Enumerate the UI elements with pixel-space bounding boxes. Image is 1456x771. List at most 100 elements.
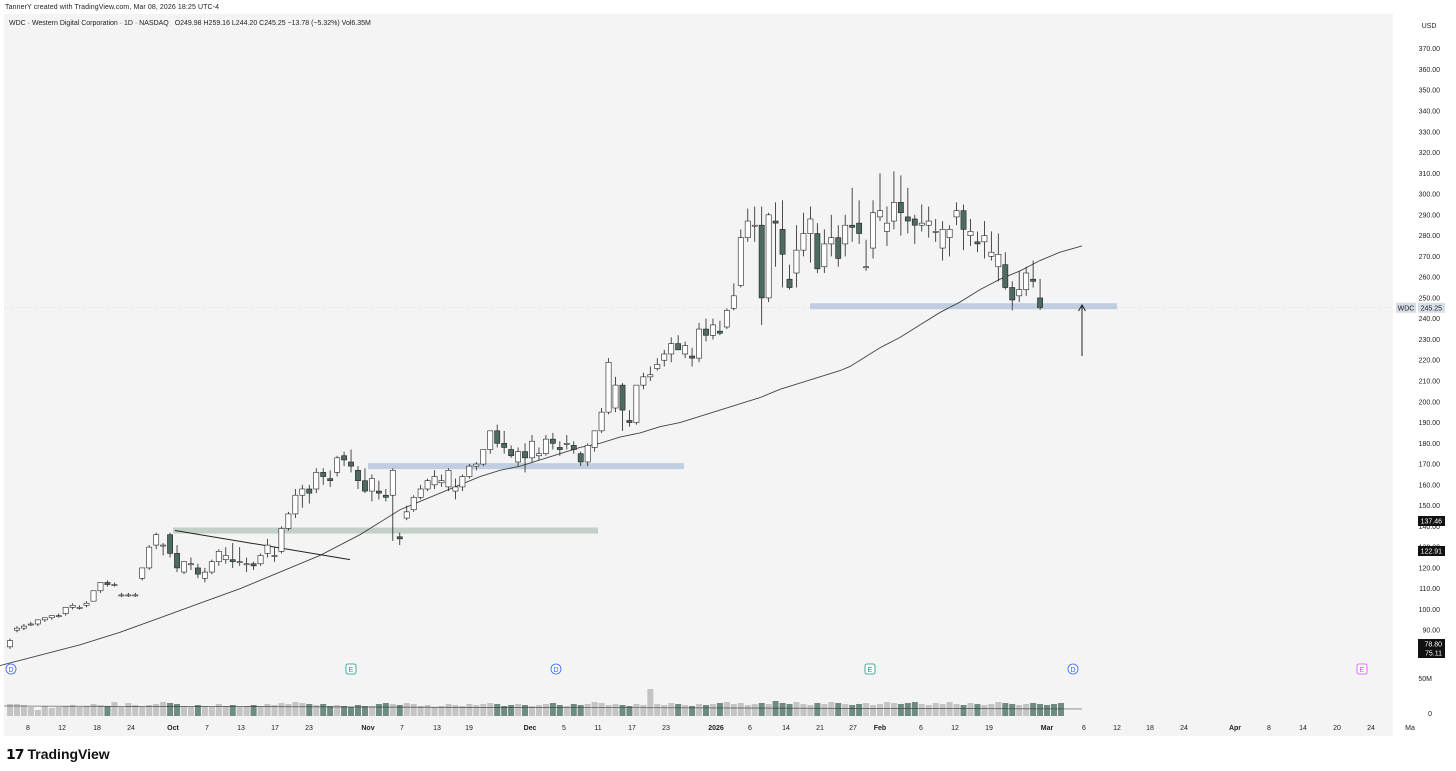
candle-body [849,224,856,228]
candle [417,484,424,500]
volume-bar [396,705,403,716]
candle-body [856,222,863,234]
candle [821,229,828,273]
event-label: E [1360,667,1365,674]
candle [591,430,598,452]
candle-body [723,310,730,328]
volume-bar [723,702,730,716]
candle-body [543,438,549,454]
volume-bar [849,705,856,716]
dividend-badge [5,663,17,675]
price-tag [1418,648,1445,658]
volume-bar [765,704,772,716]
x-tick-label: 6 [748,725,752,732]
currency-label: USD [1422,23,1437,30]
candle [160,542,167,556]
candle [793,225,800,288]
candle [640,372,647,390]
volume-bar [7,704,13,716]
volume-bar [187,707,194,716]
candle [174,545,180,573]
support-zone [173,527,598,534]
y-tick-label: 120.00 [1419,565,1441,572]
candle [487,430,494,454]
candle-body [807,218,814,234]
x-tick-label: 24 [1367,725,1375,732]
candle [884,206,890,246]
candle-body [195,567,201,575]
candle-body [598,411,605,432]
price-tag [1418,639,1445,649]
volume-bar [647,689,654,716]
candle-body [90,590,97,602]
volume-bar [584,704,591,716]
volume-bar [772,701,779,716]
volume-bar [974,704,981,716]
candle-body [814,233,821,270]
candle [549,432,556,450]
candle-body [111,584,118,586]
candle [842,214,849,257]
candle-body [932,231,939,233]
candle [730,283,737,311]
x-tick-label: Apr [1229,725,1241,732]
volume-bar [341,706,348,716]
volume-bar [793,702,800,716]
volume-bar [104,706,111,716]
volume-bar [605,705,612,716]
candle-body [153,534,160,546]
tradingview-logo[interactable]: 𝟭𝟳 TradingView [6,745,110,763]
volume-bar [160,702,167,716]
candle-body [661,353,668,361]
candle [306,484,313,504]
volume-bar [97,705,104,716]
candle [431,470,438,489]
candle [570,441,577,454]
candle [661,349,668,367]
volume-bar [779,703,786,716]
candle [125,592,132,597]
candle-body [7,640,13,648]
x-tick-label: 17 [628,725,636,732]
candle [1037,278,1043,310]
volume-bar [709,704,716,716]
candle [835,225,842,267]
volume-bar [292,702,299,716]
x-tick-label: 8 [1267,725,1271,732]
volume-bar [271,705,278,716]
candle [34,619,41,627]
candle [911,214,918,244]
candle [494,424,501,448]
candle [320,468,327,485]
candle-body [1030,278,1037,282]
candle-body [953,210,960,218]
price-tag-label: 122.91 [1421,549,1443,556]
candle [403,505,410,521]
volume-bar [591,702,598,716]
volume-bar [285,704,292,716]
candle [710,318,716,340]
candle-body [48,615,55,619]
volume-bar [118,707,125,716]
volume-bar [76,707,83,716]
volume-bar [167,703,174,716]
candle-body [229,559,236,562]
last-price-tag [1418,302,1445,313]
candle [208,559,215,575]
candle [1030,260,1037,288]
candle-body [188,563,194,566]
candle-body [897,202,904,214]
volume-bar [1016,705,1023,716]
candle [897,175,904,236]
candle-body [835,237,842,259]
x-tick-label: 21 [816,725,824,732]
author-line: TannerY created with TradingView.com, Ma… [5,4,220,11]
candle-body [125,594,132,597]
volume-bar [897,704,904,716]
x-tick-label: 12 [1113,725,1121,732]
candle [953,202,960,226]
candle [675,335,682,351]
candle-body [1009,287,1016,301]
annotation-arrow-head [1078,304,1086,312]
